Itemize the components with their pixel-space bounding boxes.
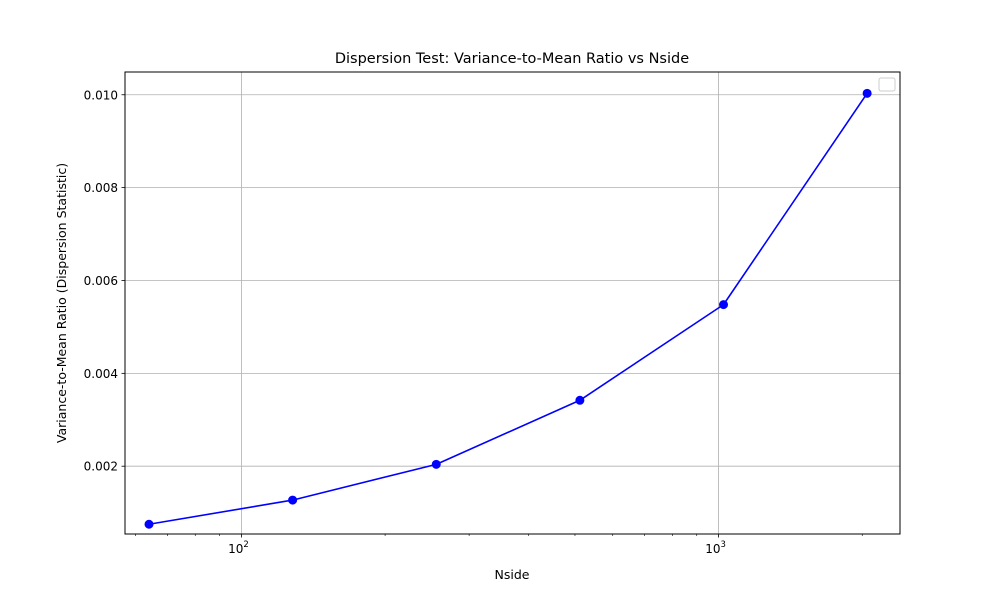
x-tick-exponent: 2 <box>243 540 248 550</box>
x-tick-exponent: 3 <box>721 540 726 550</box>
data-point <box>575 395 585 405</box>
plot-frame <box>124 71 901 535</box>
y-tick-label: 0.004 <box>84 367 118 381</box>
data-point <box>431 459 441 469</box>
y-tick-label: 0.006 <box>84 274 118 288</box>
data-point <box>862 88 872 98</box>
x-tick-base: 10 <box>228 542 243 556</box>
data-point <box>719 300 729 310</box>
legend-box <box>878 77 896 92</box>
y-tick-label: 0.008 <box>84 181 118 195</box>
data-point <box>288 495 298 505</box>
y-tick-label: 0.010 <box>84 88 118 102</box>
series-layer <box>144 88 872 529</box>
legend <box>878 77 896 92</box>
x-tick-base: 10 <box>705 542 720 556</box>
chart-title: Dispersion Test: Variance-to-Mean Ratio … <box>335 51 689 67</box>
x-axis-label: Nside <box>495 567 530 582</box>
y-tick-label: 0.002 <box>84 460 118 474</box>
x-tick-label: 102 <box>228 540 249 556</box>
x-tick-label: 103 <box>705 540 726 556</box>
data-point <box>144 519 154 529</box>
grid <box>125 72 900 534</box>
y-axis-label: Variance-to-Mean Ratio (Dispersion Stati… <box>54 163 69 443</box>
series-line <box>148 92 868 526</box>
